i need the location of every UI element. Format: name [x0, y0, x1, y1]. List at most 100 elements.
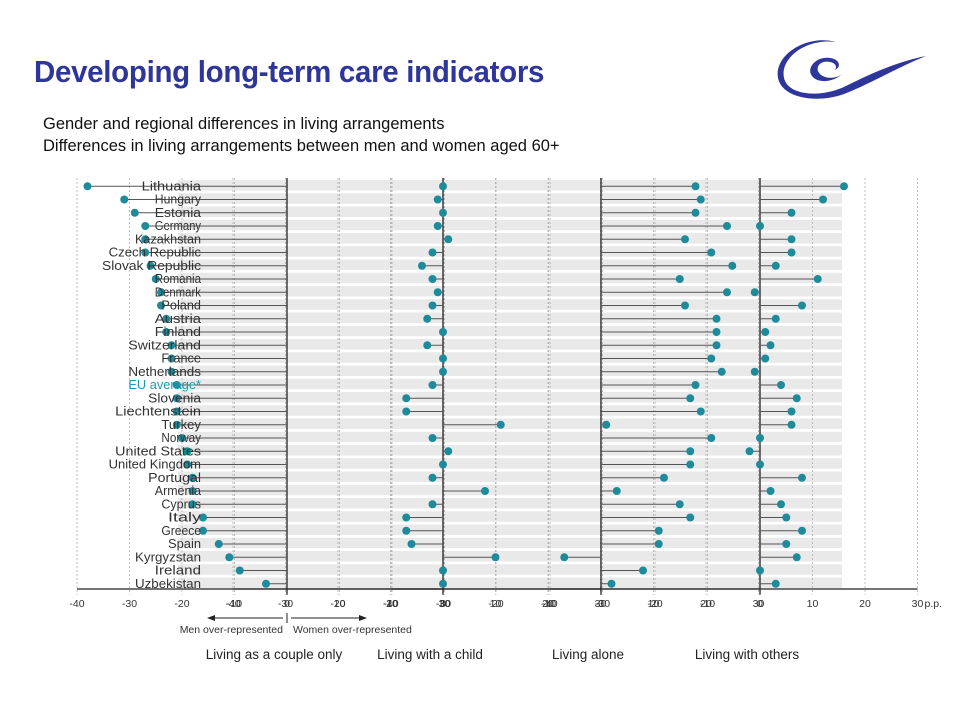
point-living-with-a-child-spain: [407, 540, 416, 548]
point-living-with-a-child-portugal: [428, 473, 437, 482]
tick-label: 0: [284, 598, 290, 610]
point-living-alone-slovak-republic: [728, 261, 737, 270]
category-label-lithuania: Lithuania: [142, 179, 201, 193]
point-living-with-a-child-norway: [428, 434, 437, 442]
point-living-with-others-united-kingdom: [756, 460, 764, 469]
point-living-alone-turkey: [602, 420, 611, 429]
point-living-with-a-child-united-states: [444, 447, 453, 456]
point-living-with-others-united-states: [745, 447, 754, 456]
point-living-with-a-child-slovak-republic: [418, 261, 426, 270]
point-living-alone-spain: [654, 540, 663, 548]
category-label-greece: Greece: [161, 524, 201, 538]
category-label-liechtenstein: Liechtenstein: [115, 405, 201, 419]
point-living-as-a-couple-only-turkey: [172, 420, 181, 429]
row-stripe: [178, 564, 842, 575]
point-living-alone-finland: [712, 328, 721, 336]
point-living-as-a-couple-only-liechtenstein: [172, 407, 181, 416]
point-living-with-a-child-slovenia: [402, 394, 411, 403]
chart-description: Differences in living arrangements betwe…: [43, 137, 560, 155]
category-label-ireland: Ireland: [155, 564, 201, 578]
point-living-with-a-child-uzbekistan: [439, 579, 447, 588]
point-living-as-a-couple-only-germany: [141, 222, 150, 230]
row-stripe: [178, 498, 842, 509]
point-living-alone-portugal: [660, 473, 668, 482]
point-living-alone-norway: [707, 434, 716, 442]
tick-label: -10: [700, 598, 715, 610]
tick-label: 0: [757, 598, 763, 610]
tick-label: 30: [595, 598, 607, 610]
point-living-as-a-couple-only-greece: [199, 526, 207, 535]
row-stripe: [178, 339, 842, 350]
tick-label: -10: [541, 598, 556, 610]
point-living-with-others-norway: [756, 434, 764, 442]
point-living-alone-netherlands: [717, 367, 726, 376]
point-living-as-a-couple-only-ireland: [235, 566, 244, 575]
point-living-as-a-couple-only-united-kingdom: [183, 460, 192, 469]
point-living-alone-romania: [675, 275, 684, 283]
point-living-with-a-child-estonia: [439, 208, 447, 217]
point-living-with-others-turkey: [787, 420, 796, 429]
point-living-with-others-netherlands: [750, 367, 759, 376]
chart-subtitle: Gender and regional differences in livin…: [43, 115, 445, 133]
point-living-with-others-poland: [798, 301, 806, 310]
category-label-netherlands: Netherlands: [128, 365, 201, 379]
category-label-czech-republic: Czech Republic: [109, 246, 201, 260]
point-living-with-a-child-cyprus: [428, 500, 437, 509]
row-stripe: [178, 246, 842, 257]
point-living-with-others-ireland: [756, 566, 764, 575]
tick-label: -20: [488, 598, 503, 610]
point-living-alone-poland: [681, 301, 689, 310]
point-living-as-a-couple-only-netherlands: [167, 367, 176, 376]
point-living-with-others-austria: [771, 314, 780, 323]
tick-label: 30: [753, 598, 765, 610]
point-living-with-a-child-kazakhstan: [444, 235, 453, 244]
row-stripe: [178, 445, 842, 456]
category-label-armenia: Armenia: [155, 484, 201, 498]
point-living-with-a-child-kyrgyzstan: [491, 553, 500, 562]
row-stripe: [178, 392, 842, 403]
row-stripe: [178, 325, 842, 337]
category-label-france: France: [161, 352, 201, 366]
point-living-as-a-couple-only-eu-average: [172, 381, 181, 389]
point-living-with-a-child-italy: [402, 513, 411, 522]
point-living-with-a-child-eu-average: [428, 381, 437, 389]
tick-label: 30: [439, 598, 451, 610]
row-stripe: [178, 537, 842, 549]
tick-label: -20: [174, 598, 189, 610]
tick-label: 0: [598, 598, 604, 610]
row-stripe: [178, 272, 842, 284]
tick-label: 10: [807, 598, 819, 610]
category-label-kyrgyzstan: Kyrgyzstan: [135, 550, 201, 564]
point-living-alone-kyrgyzstan: [560, 553, 569, 562]
category-label-united-states: United States: [115, 444, 201, 458]
series-label-living-with-others: Living with others: [695, 647, 800, 662]
point-living-with-a-child-austria: [423, 314, 432, 323]
tick-label: -30: [595, 598, 610, 610]
council-of-europe-logo-icon: [777, 40, 926, 99]
point-living-with-others-cyprus: [777, 500, 785, 509]
point-living-with-others-greece: [798, 526, 806, 535]
row-stripe: [178, 352, 842, 363]
row-stripe: [178, 524, 842, 535]
point-living-alone-united-kingdom: [686, 460, 695, 469]
page-title: Developing long-term care indicators: [34, 54, 545, 89]
point-living-as-a-couple-only-portugal: [188, 473, 197, 482]
category-label-austria: Austria: [155, 312, 201, 326]
row-stripe: [178, 458, 842, 469]
point-living-as-a-couple-only-switzerland: [167, 341, 176, 350]
point-living-alone-switzerland: [712, 341, 721, 350]
point-living-as-a-couple-only-cyprus: [188, 500, 197, 509]
tick-label: 10: [334, 598, 346, 610]
point-living-with-others-hungary: [819, 195, 827, 204]
legend-arrowhead-right: [359, 615, 367, 621]
point-living-as-a-couple-only-kyrgyzstan: [225, 553, 234, 562]
point-living-with-a-child-finland: [439, 328, 447, 336]
point-living-as-a-couple-only-slovenia: [172, 394, 181, 403]
tick-label: 10: [490, 598, 502, 610]
row-stripe: [178, 312, 842, 323]
point-living-with-a-child-armenia: [481, 487, 489, 495]
category-label-slovenia: Slovenia: [148, 391, 201, 405]
point-living-alone-lithuania: [691, 182, 700, 191]
legend-women-over-represented: Women over-represented: [293, 624, 412, 636]
point-living-with-a-child-greece: [402, 526, 411, 535]
